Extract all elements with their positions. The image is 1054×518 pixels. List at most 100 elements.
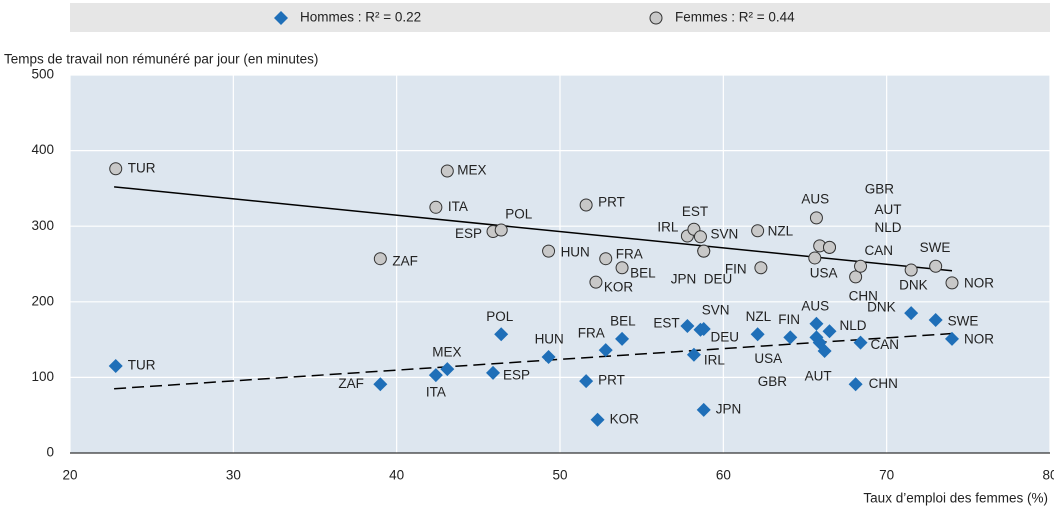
point: [848, 377, 863, 392]
point-label: IRL: [657, 220, 679, 235]
legend-label: Hommes : R² = 0.22: [300, 10, 421, 25]
point-label: CHN: [869, 376, 898, 391]
point-label: KOR: [604, 280, 634, 295]
point: [823, 240, 836, 254]
point: [599, 252, 613, 266]
point-label: TUR: [128, 160, 156, 175]
legend-label: Femmes : R² = 0.44: [675, 10, 795, 25]
point-label: FIN: [778, 312, 800, 327]
legend-marker: [649, 11, 663, 25]
point-label: EST: [653, 316, 679, 331]
point: [928, 312, 943, 327]
point: [853, 335, 868, 350]
point-label: ZAF: [392, 253, 418, 268]
x-tick-label: 50: [552, 468, 567, 483]
point-label: BEL: [610, 313, 636, 328]
x-axis-label: Taux d’emploi des femmes (%): [863, 491, 1048, 506]
point: [486, 365, 501, 380]
point-label: FIN: [725, 261, 747, 276]
point-label: NOR: [964, 275, 994, 290]
point: [615, 261, 629, 275]
point-label: SVN: [702, 303, 730, 318]
point: [680, 318, 695, 333]
point: [904, 306, 919, 321]
point-label: KOR: [610, 411, 640, 426]
point-label: MEX: [432, 345, 461, 360]
x-tick-label: 20: [62, 468, 77, 483]
point-label: DEU: [704, 272, 733, 287]
point: [754, 261, 768, 275]
point-label: NLD: [840, 318, 867, 333]
point: [929, 259, 943, 273]
x-tick-label: 60: [716, 468, 731, 483]
point: [945, 331, 959, 346]
point-label: TUR: [128, 358, 156, 373]
point: [542, 244, 556, 258]
point-label: POL: [505, 207, 533, 222]
point-label: SWE: [948, 314, 979, 329]
trend-line: [114, 332, 953, 390]
y-tick-label: 300: [31, 218, 54, 233]
point: [579, 198, 593, 212]
point: [373, 252, 387, 266]
y-axis-label: Temps de travail non rémunéré par jour (…: [4, 52, 318, 67]
y-tick-label: 200: [31, 293, 54, 308]
point-label: USA: [754, 351, 782, 366]
point: [373, 377, 388, 392]
point: [783, 330, 798, 345]
legend-marker: [274, 11, 288, 25]
point-label: ESP: [455, 226, 482, 241]
point-label: MEX: [457, 163, 486, 178]
x-tick-label: 30: [226, 468, 241, 483]
y-tick-label: 100: [31, 369, 54, 384]
point: [579, 374, 594, 389]
point: [541, 349, 556, 364]
point-label: JPN: [716, 401, 742, 416]
point: [904, 263, 918, 277]
point-label: NZL: [768, 223, 794, 238]
point-label: NLD: [875, 220, 902, 235]
point: [693, 230, 707, 244]
legend-box: [70, 3, 1050, 32]
point-label: ESP: [503, 367, 530, 382]
point-label: USA: [810, 266, 838, 281]
point-label: DNK: [867, 300, 896, 315]
point: [494, 327, 509, 342]
point-label: NOR: [964, 331, 994, 346]
point-label: ITA: [426, 385, 446, 400]
point: [750, 327, 765, 342]
point: [822, 324, 837, 339]
point-label: POL: [486, 309, 514, 324]
point-label: FRA: [616, 246, 643, 261]
point: [809, 211, 823, 225]
point: [693, 322, 708, 337]
point-label: AUS: [801, 298, 829, 313]
point: [440, 362, 455, 377]
point: [849, 270, 863, 284]
point: [686, 347, 701, 362]
point-label: IRL: [704, 352, 726, 367]
x-tick-label: 80: [1042, 468, 1054, 483]
point-label: ITA: [448, 199, 468, 214]
y-tick-label: 500: [31, 67, 54, 82]
point: [615, 331, 630, 346]
point: [494, 223, 508, 237]
point-label: GBR: [865, 181, 895, 196]
point: [440, 164, 454, 178]
point: [854, 259, 868, 273]
point-label: AUT: [805, 369, 832, 384]
x-tick-label: 40: [389, 468, 404, 483]
point: [945, 276, 959, 290]
point-label: AUT: [875, 202, 902, 217]
point-label: DEU: [710, 329, 739, 344]
point: [751, 224, 765, 238]
point: [809, 316, 824, 331]
point: [108, 359, 123, 374]
point-label: FRA: [578, 326, 605, 341]
point-label: EST: [682, 204, 708, 219]
point-label: AUS: [801, 191, 829, 206]
point: [589, 275, 603, 289]
point-label: JPN: [671, 272, 697, 287]
y-tick-label: 0: [46, 445, 54, 460]
point-label: GBR: [758, 374, 788, 389]
